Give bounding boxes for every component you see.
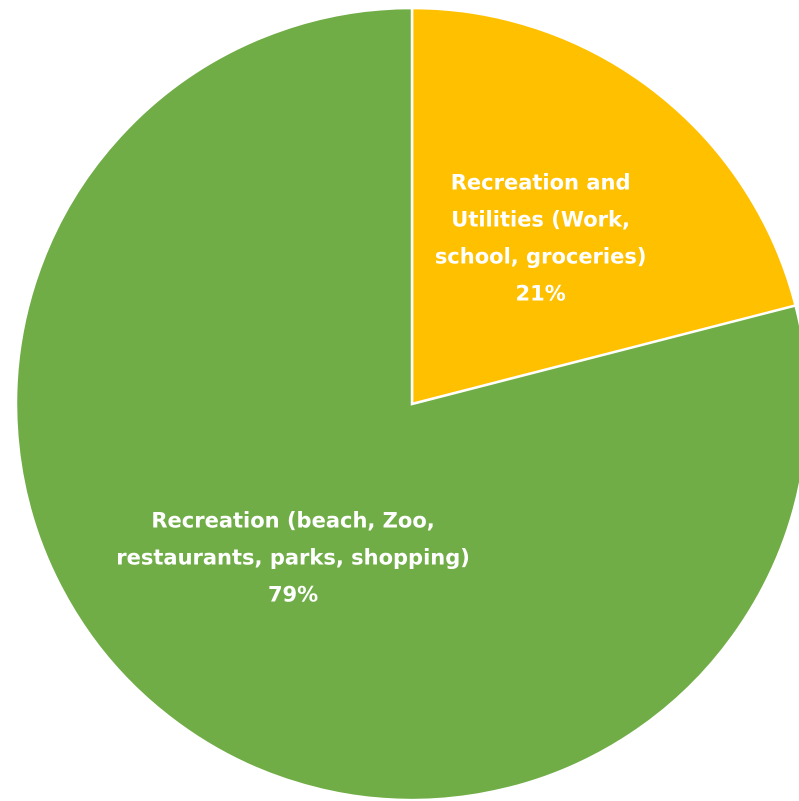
slice-label-line-1-0: Recreation (beach, Zoo, (151, 508, 434, 532)
slice-label-line-1-1: restaurants, parks, shopping) (116, 545, 470, 569)
slice-label-line-0-2: school, groceries) (435, 245, 647, 269)
slice-value-label-1: 79% (268, 582, 318, 606)
pie-slice-1 (14, 6, 799, 801)
slice-label-1: Recreation (beach, Zoo, restaurants, park… (116, 508, 470, 606)
slice-label-0: Recreation and Utilities (Work, school, gr… (435, 171, 647, 306)
slice-label-line-0-1: Utilities (Work, (451, 208, 630, 232)
slice-value-label-0: 21% (516, 282, 566, 306)
pie-slice-0 (410, 6, 798, 406)
slice-label-line-0-0: Recreation and (451, 171, 631, 195)
